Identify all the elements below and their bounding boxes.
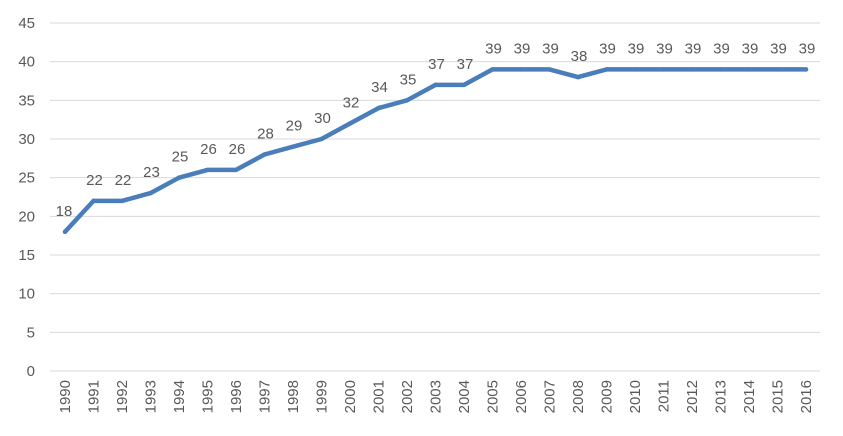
y-tick-label: 40 bbox=[18, 54, 35, 71]
data-label: 39 bbox=[770, 40, 787, 57]
data-label: 18 bbox=[56, 203, 73, 220]
data-label: 35 bbox=[400, 71, 417, 88]
x-tick-label: 2002 bbox=[399, 380, 416, 413]
x-tick-label: 2003 bbox=[428, 380, 445, 413]
x-tick-label: 1996 bbox=[228, 380, 245, 413]
x-tick-label: 1998 bbox=[285, 380, 302, 413]
data-point bbox=[547, 67, 552, 72]
x-tick-label: 2001 bbox=[371, 380, 388, 413]
data-point bbox=[262, 152, 267, 157]
y-tick-label: 0 bbox=[27, 363, 35, 380]
x-tick-label: 2012 bbox=[684, 380, 701, 413]
data-label: 39 bbox=[742, 40, 759, 57]
data-label: 32 bbox=[343, 95, 360, 112]
x-tick-label: 1999 bbox=[314, 380, 331, 413]
x-tick-label: 2016 bbox=[798, 380, 815, 413]
x-tick-label: 1992 bbox=[114, 380, 131, 413]
data-label: 38 bbox=[571, 48, 588, 65]
data-point bbox=[176, 175, 182, 180]
y-tick-label: 10 bbox=[18, 286, 35, 303]
x-tick-label: 1997 bbox=[257, 380, 274, 413]
x-tick-label: 2010 bbox=[627, 380, 644, 413]
data-point bbox=[347, 121, 353, 126]
data-point bbox=[376, 105, 381, 111]
x-tick-label: 2014 bbox=[741, 380, 758, 413]
y-tick-label: 25 bbox=[18, 170, 35, 187]
data-point bbox=[604, 67, 609, 72]
x-tick-label: 2000 bbox=[342, 380, 359, 413]
data-label: 34 bbox=[371, 79, 388, 96]
data-point bbox=[433, 82, 438, 88]
data-point bbox=[746, 67, 752, 72]
data-point bbox=[91, 198, 96, 204]
x-tick-label: 1994 bbox=[171, 380, 188, 413]
data-point bbox=[62, 229, 68, 234]
x-tick-label: 2008 bbox=[570, 380, 587, 413]
data-point bbox=[689, 67, 695, 72]
x-tick-label: 2013 bbox=[713, 380, 730, 413]
data-label: 37 bbox=[428, 56, 445, 73]
data-point bbox=[205, 167, 210, 173]
data-point bbox=[404, 98, 410, 103]
data-label: 39 bbox=[799, 40, 816, 57]
gridlines bbox=[50, 22, 820, 372]
y-tick-label: 45 bbox=[18, 15, 35, 32]
x-tick-label: 2005 bbox=[485, 380, 502, 413]
x-tick-label: 1993 bbox=[143, 380, 160, 413]
data-label: 26 bbox=[200, 141, 217, 158]
x-tick-label: 2015 bbox=[770, 380, 787, 413]
data-label: 22 bbox=[86, 172, 103, 189]
data-label: 39 bbox=[485, 40, 502, 57]
data-label: 39 bbox=[542, 40, 559, 57]
data-label: 37 bbox=[457, 56, 474, 73]
y-tick-label: 5 bbox=[27, 324, 35, 341]
y-tick-label: 15 bbox=[18, 247, 35, 264]
data-point bbox=[148, 190, 153, 196]
x-tick-label: 1991 bbox=[86, 380, 103, 413]
data-label: 30 bbox=[314, 110, 331, 127]
data-point bbox=[661, 67, 666, 72]
data-point bbox=[575, 74, 581, 80]
data-label: 28 bbox=[257, 125, 274, 142]
x-axis-tick-labels: 1990 1991 1992 1993 1994 1995 1996 1997 1998 1999… bbox=[57, 380, 815, 413]
data-point bbox=[290, 144, 296, 149]
y-tick-label: 35 bbox=[18, 92, 35, 109]
data-label: 22 bbox=[115, 172, 132, 189]
data-point bbox=[319, 136, 324, 142]
data-label: 39 bbox=[685, 40, 702, 57]
data-label: 29 bbox=[286, 118, 303, 135]
data-point bbox=[490, 67, 495, 72]
data-label: 39 bbox=[628, 40, 645, 57]
data-label: 39 bbox=[713, 40, 730, 57]
y-tick-label: 30 bbox=[18, 131, 35, 148]
x-tick-label: 2004 bbox=[456, 380, 473, 413]
x-tick-label: 2009 bbox=[599, 380, 616, 413]
x-tick-label: 1995 bbox=[200, 380, 217, 413]
data-label: 39 bbox=[599, 40, 616, 57]
data-label: 23 bbox=[143, 164, 160, 181]
y-tick-label: 20 bbox=[18, 208, 35, 225]
data-point bbox=[518, 67, 524, 72]
data-label: 25 bbox=[172, 149, 189, 166]
data-point bbox=[775, 67, 780, 72]
data-point bbox=[632, 67, 638, 72]
data-point bbox=[461, 82, 467, 88]
x-tick-label: 2011 bbox=[656, 380, 673, 412]
x-tick-label: 1990 bbox=[57, 380, 74, 413]
data-point bbox=[803, 67, 809, 72]
data-labels: 18 22 22 23 25 26 26 28 29 30 32 34 35 37 37 39 39 39 38 39… bbox=[56, 40, 816, 219]
data-point bbox=[718, 67, 723, 72]
x-tick-label: 2007 bbox=[542, 380, 559, 413]
data-label: 39 bbox=[514, 40, 531, 57]
data-label: 26 bbox=[229, 141, 246, 158]
data-point bbox=[119, 198, 125, 204]
x-tick-label: 2006 bbox=[513, 380, 530, 413]
data-point bbox=[233, 167, 239, 173]
data-label: 39 bbox=[656, 40, 673, 57]
y-axis-tick-labels: 0 5 10 15 20 25 30 35 40 45 bbox=[18, 15, 35, 380]
data-points bbox=[62, 67, 809, 234]
